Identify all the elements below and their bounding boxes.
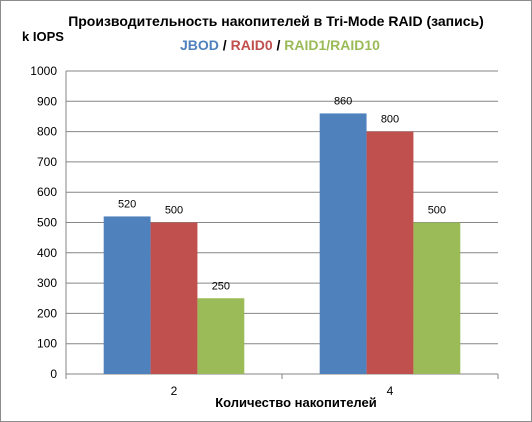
data-label: 500: [165, 205, 183, 217]
bar: [319, 113, 367, 375]
x-tick-label: 2: [171, 384, 178, 398]
bar: [103, 216, 151, 374]
y-tick-label: 500: [37, 216, 57, 230]
chart-title: Производительность накопителей в Tri-Mod…: [68, 13, 484, 29]
y-tick-label: 400: [37, 246, 57, 260]
y-tick-label: 100: [37, 337, 57, 351]
y-tick-label: 0: [50, 367, 57, 381]
bar: [366, 131, 414, 374]
data-label: 500: [428, 205, 446, 217]
y-tick-label: 300: [37, 276, 57, 290]
legend-separator: /: [272, 37, 285, 53]
data-label: 800: [381, 114, 399, 126]
legend-separator: /: [218, 37, 231, 53]
data-label: 520: [118, 198, 136, 210]
bar: [413, 222, 461, 374]
y-tick-label: 200: [37, 306, 57, 320]
y-tick-label: 900: [37, 94, 57, 108]
bar: [150, 222, 198, 374]
legend-item-jbod: JBOD: [180, 37, 219, 53]
x-tick-label: 4: [387, 384, 394, 398]
y-tick-label: 800: [37, 125, 57, 139]
bar: [197, 298, 245, 374]
y-tick-label: 600: [37, 185, 57, 199]
y-tick-label: 700: [37, 155, 57, 169]
data-label: 250: [212, 280, 230, 292]
legend-item-raid0: RAID0: [230, 37, 273, 53]
chart-legend: JBOD / RAID0 / RAID1/RAID10: [1, 37, 531, 53]
y-axis-label: k IOPS: [22, 29, 64, 44]
legend-item-raid1-raid10: RAID1/RAID10: [284, 37, 380, 53]
data-label: 860: [334, 95, 352, 107]
y-tick-label: 1000: [30, 64, 57, 78]
x-axis-label: Количество накопителей: [215, 395, 377, 410]
